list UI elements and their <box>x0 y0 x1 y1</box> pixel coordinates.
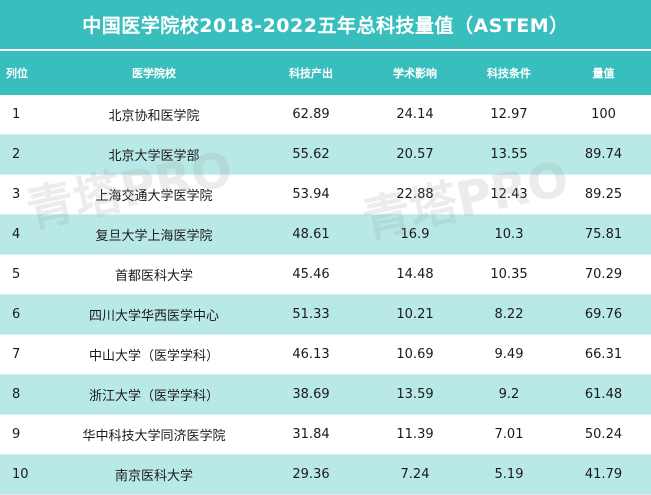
header-production: 科技产出 <box>289 67 333 80</box>
cell-school: 北京大学医学部 <box>108 149 200 164</box>
cell-conditions: 5.19 <box>494 467 524 482</box>
cell-school: 四川大学华西医学中心 <box>88 309 219 324</box>
cell-conditions: 10.3 <box>494 227 524 242</box>
cell-rank: 5 <box>12 267 21 282</box>
cell-total: 69.76 <box>584 307 623 322</box>
cell-total: 50.24 <box>584 427 623 442</box>
cell-school: 首都医科大学 <box>114 269 193 284</box>
cell-school: 中山大学（医学学科） <box>88 349 219 364</box>
cell-rank: 4 <box>12 227 21 242</box>
cell-school: 南京医科大学 <box>114 469 193 484</box>
cell-academic: 20.57 <box>396 147 434 162</box>
cell-conditions: 10.35 <box>490 267 528 282</box>
table-row: 4 复旦大学上海医学院 48.61 16.9 10.3 75.81 <box>0 215 651 255</box>
cell-total: 61.48 <box>584 387 623 402</box>
cell-conditions: 12.97 <box>490 107 528 122</box>
cell-academic: 10.21 <box>396 307 434 322</box>
table-row: 2 北京大学医学部 55.62 20.57 13.55 89.74 <box>0 135 651 175</box>
table-header: 列位 医学院校 科技产出 学术影响 科技条件 量值 <box>0 51 651 95</box>
cell-school: 华中科技大学同济医学院 <box>82 429 226 444</box>
cell-total: 100 <box>591 107 616 122</box>
divider <box>0 49 651 51</box>
cell-production: 48.61 <box>292 227 330 242</box>
cell-rank: 7 <box>12 347 21 362</box>
cell-conditions: 12.43 <box>490 187 528 202</box>
cell-conditions: 9.49 <box>494 347 524 362</box>
cell-production: 45.46 <box>292 267 330 282</box>
table-row: 6 四川大学华西医学中心 51.33 10.21 8.22 69.76 <box>0 295 651 335</box>
cell-conditions: 7.01 <box>494 427 524 442</box>
table-body: 1 北京协和医学院 62.89 24.14 12.97 100 2 北京大学医学部 55.62 2… <box>0 95 651 495</box>
header-rank: 列位 <box>6 67 28 80</box>
cell-academic: 10.69 <box>396 347 434 362</box>
cell-production: 29.36 <box>292 467 330 482</box>
header-academic: 学术影响 <box>393 67 437 80</box>
table-title: 中国医学院校2018-2022五年总科技量值（ASTEM） <box>0 0 651 49</box>
cell-rank: 2 <box>12 147 21 162</box>
cell-rank: 8 <box>12 387 21 402</box>
cell-total: 41.79 <box>584 467 623 482</box>
cell-total: 89.74 <box>584 147 623 162</box>
table-row: 5 首都医科大学 45.46 14.48 10.35 70.29 <box>0 255 651 295</box>
cell-academic: 11.39 <box>396 427 434 442</box>
table-row: 10 南京医科大学 29.36 7.24 5.19 41.79 <box>0 455 651 495</box>
cell-conditions: 13.55 <box>490 147 528 162</box>
table-row: 3 上海交通大学医学院 53.94 22.88 12.43 89.25 <box>0 175 651 215</box>
cell-conditions: 8.22 <box>494 307 524 322</box>
cell-rank: 10 <box>12 467 29 482</box>
cell-production: 31.84 <box>292 427 330 442</box>
cell-rank: 9 <box>12 427 21 442</box>
cell-production: 38.69 <box>292 387 330 402</box>
cell-total: 66.31 <box>584 347 623 362</box>
cell-academic: 24.14 <box>396 107 434 122</box>
cell-academic: 7.24 <box>400 467 430 482</box>
table-row: 9 华中科技大学同济医学院 31.84 11.39 7.01 50.24 <box>0 415 651 455</box>
cell-rank: 3 <box>12 187 21 202</box>
header-school: 医学院校 <box>132 67 176 80</box>
cell-academic: 13.59 <box>396 387 434 402</box>
cell-total: 75.81 <box>584 227 623 242</box>
cell-school: 复旦大学上海医学院 <box>95 229 213 244</box>
cell-rank: 6 <box>12 307 21 322</box>
cell-production: 51.33 <box>292 307 330 322</box>
cell-production: 55.62 <box>292 147 330 162</box>
cell-school: 浙江大学（医学学科） <box>88 389 219 404</box>
cell-academic: 22.88 <box>396 187 434 202</box>
cell-production: 62.89 <box>292 107 330 122</box>
cell-rank: 1 <box>12 107 21 122</box>
cell-total: 70.29 <box>584 267 623 282</box>
cell-total: 89.25 <box>584 187 623 202</box>
header-conditions: 科技条件 <box>487 67 531 80</box>
table-row: 1 北京协和医学院 62.89 24.14 12.97 100 <box>0 95 651 135</box>
table-row: 7 中山大学（医学学科） 46.13 10.69 9.49 66.31 <box>0 335 651 375</box>
table-row: 8 浙江大学（医学学科） 38.69 13.59 9.2 61.48 <box>0 375 651 415</box>
cell-academic: 14.48 <box>396 267 434 282</box>
cell-school: 北京协和医学院 <box>108 109 200 124</box>
cell-school: 上海交通大学医学院 <box>95 189 213 204</box>
cell-academic: 16.9 <box>400 227 430 242</box>
cell-production: 53.94 <box>292 187 330 202</box>
cell-conditions: 9.2 <box>498 387 520 402</box>
cell-production: 46.13 <box>292 347 330 362</box>
header-total: 量值 <box>592 67 615 80</box>
